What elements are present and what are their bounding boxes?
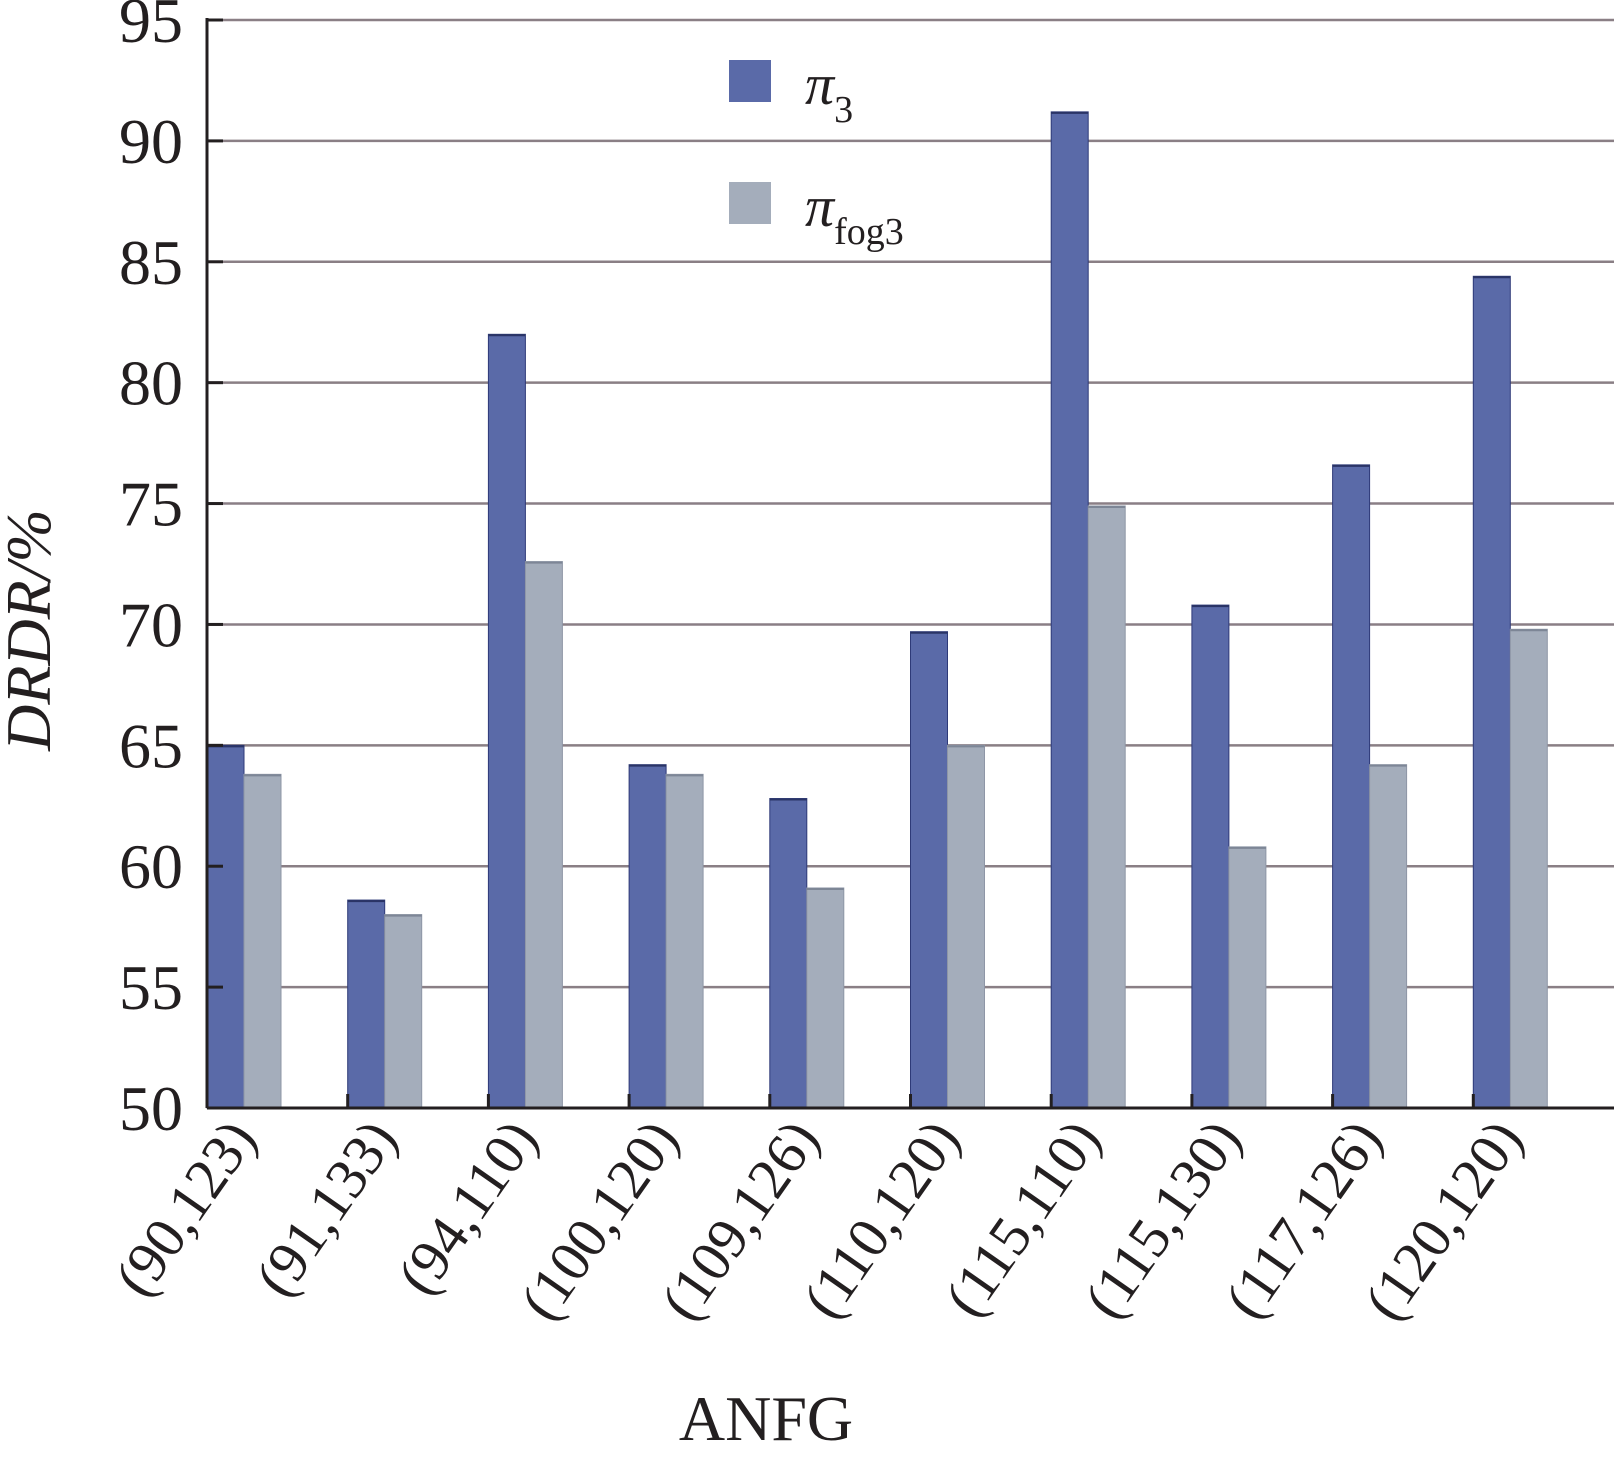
bar-series2-3 [665, 773, 704, 1109]
legend-swatch-1 [729, 60, 771, 102]
bar-series2-0 [243, 773, 282, 1109]
bar-series1-7 [1191, 604, 1230, 1109]
bar-series1-6 [1050, 111, 1089, 1109]
bar-series1-4 [769, 798, 808, 1109]
bar-series2-1 [384, 914, 423, 1109]
y-tick-label: 60 [119, 831, 183, 902]
legend-symbol: π [805, 52, 836, 117]
x-tick-label: (91,133) [242, 1108, 409, 1308]
bar-series1-0 [206, 744, 245, 1109]
bar-series2-4 [806, 887, 845, 1109]
y-tick-label: 50 [119, 1073, 183, 1144]
bar-series2-6 [1087, 505, 1126, 1109]
bar-series2-9 [1509, 628, 1548, 1109]
bar-series1-8 [1332, 464, 1371, 1109]
legend-symbol: π [805, 174, 836, 239]
bar-series1-9 [1472, 275, 1511, 1109]
y-tick-label: 90 [119, 106, 183, 177]
y-tick-label: 65 [119, 710, 183, 781]
legend-swatch-2 [729, 182, 771, 224]
y-tick-label: 80 [119, 348, 183, 419]
axes [205, 18, 1614, 1110]
bar-series1-2 [487, 333, 526, 1109]
y-tick-label: 55 [119, 952, 183, 1023]
x-axis-title: ANFG [679, 1383, 853, 1454]
legend-subscript: 3 [834, 89, 853, 131]
bar-series1-1 [347, 899, 386, 1109]
y-axis-title: DRDR/% [0, 509, 64, 752]
bars [206, 111, 1548, 1109]
grid-lines [207, 18, 1614, 989]
y-tick-label: 70 [119, 589, 183, 660]
legend-subscript: fog3 [834, 211, 904, 253]
bar-series1-3 [628, 764, 667, 1109]
bar-series2-7 [1228, 846, 1267, 1109]
bar-series2-5 [947, 744, 985, 1109]
y-tick-label: 85 [119, 227, 183, 298]
y-tick-label: 75 [119, 469, 183, 540]
bar-series2-8 [1369, 764, 1408, 1109]
legend-label-1: π3 [805, 52, 853, 131]
legend-label-2: πfog3 [805, 174, 904, 253]
y-tick-label: 95 [119, 0, 183, 56]
bar-series2-2 [524, 561, 563, 1109]
bar-series1-5 [910, 631, 948, 1109]
